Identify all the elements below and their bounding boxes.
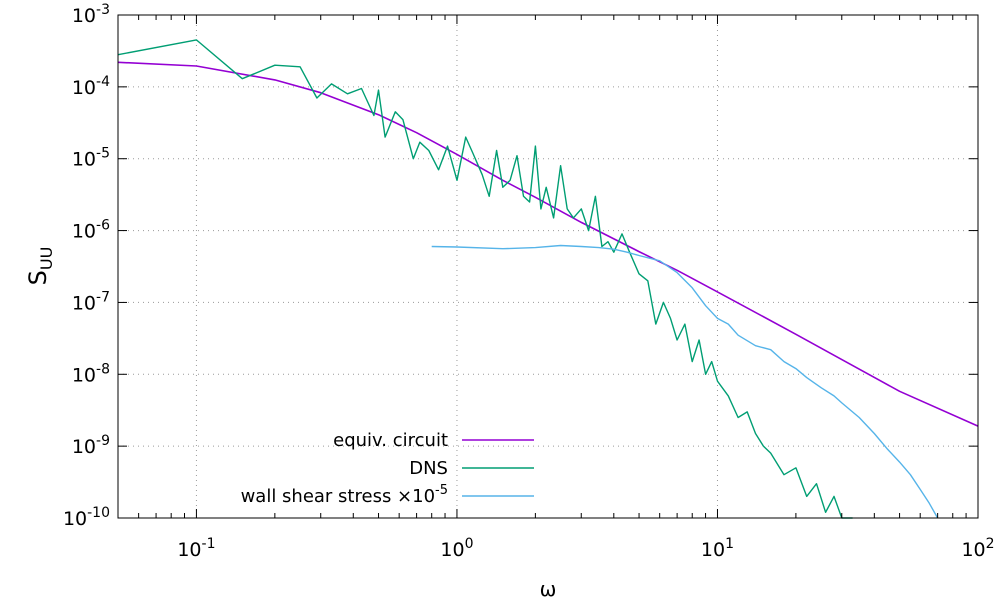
y-tick-label-exp: -10 (87, 505, 110, 521)
x-tick-label-base: 10 (961, 539, 985, 561)
y-tick-label-base: 10 (72, 77, 96, 99)
x-tick-label-exp: 0 (465, 536, 474, 552)
x-tick-label: 102 (961, 536, 994, 561)
x-tick-label: 100 (440, 536, 473, 561)
ticks (118, 14, 979, 519)
y-tick-label-base: 10 (72, 364, 96, 386)
y-tick-label-base: 10 (63, 508, 87, 530)
y-tick-label: 10-3 (72, 2, 110, 27)
y-tick-label-base: 10 (72, 5, 96, 27)
x-tick-label-exp: 2 (986, 536, 995, 552)
plot-frame (117, 14, 979, 519)
y-tick-label: 10-6 (72, 218, 110, 243)
x-tick-label-base: 10 (701, 539, 725, 561)
y-tick-label-exp: -9 (96, 433, 110, 449)
y-tick-label: 10-7 (72, 289, 110, 314)
y-tick-label-base: 10 (72, 149, 96, 171)
y-tick-label-exp: -5 (96, 146, 110, 162)
legend-label-text: equiv. circuit (333, 430, 448, 451)
legend-label: wall shear stress ×10-5 (241, 483, 448, 507)
y-tick-label-exp: -4 (96, 74, 110, 90)
y-tick-label-exp: -3 (96, 2, 110, 18)
series-line-equiv-circuit (117, 61, 979, 427)
y-tick-label: 10-4 (72, 74, 110, 99)
y-tick-label-base: 10 (72, 292, 96, 314)
y-axis-title: SUU (24, 247, 56, 286)
grid (118, 15, 978, 518)
x-axis-title: ω (540, 577, 557, 601)
svg-text:SUU: SUU (24, 247, 56, 286)
x-tick-label-exp: 1 (725, 536, 734, 552)
legend-label-sup: -5 (435, 483, 448, 498)
y-axis-title-main: S (24, 270, 52, 285)
series-line-dns (117, 39, 853, 519)
legend-label: DNS (409, 458, 448, 479)
legend: equiv. circuit DNS wall shear stress ×10-5 (241, 430, 534, 507)
y-tick-label: 10-9 (72, 433, 110, 458)
series-line-wall-shear-stress-10 (431, 244, 939, 519)
y-tick-label-exp: -7 (96, 289, 110, 305)
x-tick-label-base: 10 (440, 539, 464, 561)
legend-label: equiv. circuit (333, 430, 448, 451)
series-layer (117, 39, 979, 519)
y-axis-title-sub: UU (37, 247, 56, 270)
tick-labels: 10-1 100 101 10210-1010-910-810-710-610-510… (63, 2, 995, 561)
x-tick-label-base: 10 (177, 539, 201, 561)
y-tick-label-base: 10 (72, 221, 96, 243)
y-tick-label: 10-10 (63, 505, 110, 530)
x-tick-label: 101 (701, 536, 734, 561)
y-tick-label: 10-5 (72, 146, 110, 171)
legend-label-text: DNS (409, 458, 448, 479)
x-tick-label: 10-1 (177, 536, 215, 561)
x-tick-label-exp: -1 (202, 536, 216, 552)
legend-label-text: wall shear stress ×10 (241, 486, 435, 507)
y-tick-label-exp: -8 (96, 361, 110, 377)
y-tick-label: 10-8 (72, 361, 110, 386)
y-tick-label-base: 10 (72, 436, 96, 458)
y-tick-label-exp: -6 (96, 218, 110, 234)
